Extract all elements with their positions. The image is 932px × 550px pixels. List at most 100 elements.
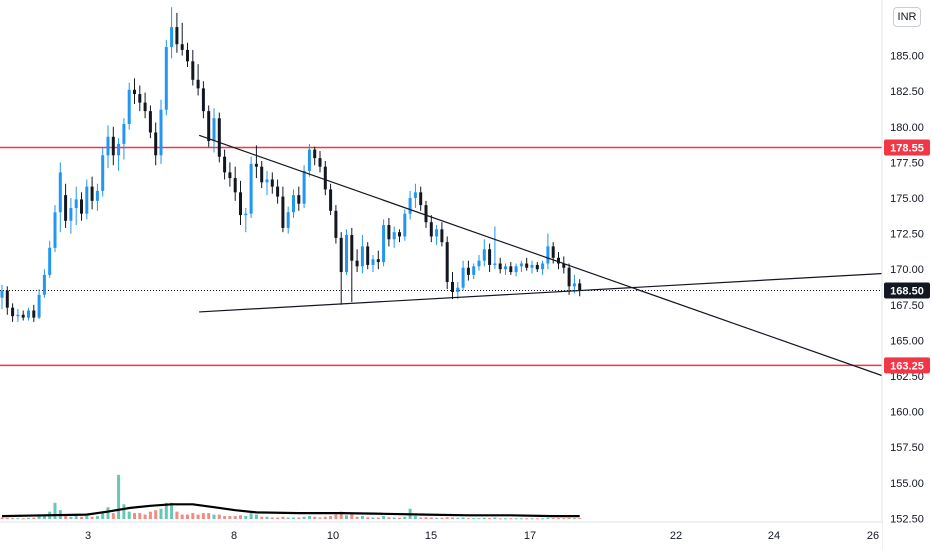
volume-bar [138, 513, 142, 519]
candle-body [212, 118, 216, 142]
candle-body [541, 263, 545, 270]
candle-body [270, 179, 274, 187]
candle-body [27, 310, 30, 318]
volume-bar [578, 518, 582, 520]
candle-body [477, 260, 481, 267]
volume-bar [297, 517, 301, 519]
volume-bar [154, 510, 158, 519]
volume-bar [265, 516, 269, 519]
volume-bar [106, 507, 110, 519]
volume-bar [69, 516, 73, 519]
x-tick-label: 24 [768, 530, 780, 542]
volume-bar [254, 514, 258, 519]
volume-bar [148, 511, 152, 519]
volume-bar [488, 518, 492, 520]
volume-bar [37, 516, 41, 519]
volume-bar [477, 518, 481, 520]
candle-body [562, 263, 566, 268]
volume-bar [164, 502, 168, 519]
y-tick-label: 165.00 [890, 335, 924, 347]
candle-body [281, 196, 285, 228]
trendline[interactable] [198, 134, 884, 377]
volume-bar [562, 518, 566, 520]
candle-body [334, 210, 338, 238]
volume-bar [80, 516, 83, 519]
candle-body [101, 155, 105, 191]
x-tick-label: 3 [85, 530, 91, 542]
candle-body [111, 136, 115, 156]
price-axis[interactable] [882, 0, 932, 550]
price-level-badge [884, 139, 930, 156]
candle-body [37, 294, 41, 318]
candle-body [488, 249, 492, 265]
volume-bar [101, 513, 105, 519]
volume-bar [90, 516, 94, 519]
candle-body [472, 266, 476, 275]
volume-bar [535, 518, 539, 520]
volume-bar [509, 518, 513, 520]
candle-body [366, 246, 370, 265]
candle-body [504, 266, 507, 270]
candle-body [95, 190, 99, 201]
candle-body [122, 123, 126, 144]
candle-body [138, 94, 142, 103]
candle-body [80, 199, 83, 214]
volume-bar [551, 518, 555, 520]
candle-body [85, 186, 89, 214]
candle-body [387, 225, 391, 240]
y-tick-label: 155.00 [890, 478, 924, 490]
trendline[interactable] [199, 272, 884, 313]
volume-bar [318, 517, 322, 519]
candle-body [440, 229, 444, 243]
x-tick-label: 22 [670, 530, 682, 542]
candle-body [557, 257, 560, 264]
volume-bar [191, 513, 195, 519]
volume-bar [334, 514, 338, 519]
candle-body [323, 166, 327, 190]
candle-body [482, 249, 486, 261]
volume-bar [95, 516, 99, 519]
candle-body [164, 47, 168, 110]
currency-chip[interactable]: INR [893, 7, 921, 27]
volume-bar [382, 516, 386, 519]
candle-body [307, 149, 311, 171]
candle-body [424, 205, 428, 223]
candle-body [133, 89, 136, 95]
y-tick-label: 182.50 [890, 86, 924, 98]
volume-bar [159, 508, 163, 519]
volume-bar [74, 516, 78, 519]
volume-bar [53, 502, 57, 519]
volume-bar [376, 517, 380, 519]
y-tick-label: 162.50 [890, 371, 924, 383]
volume-bar [403, 516, 407, 519]
volume-bar [419, 517, 423, 519]
y-tick-label: 175.00 [890, 193, 924, 205]
y-tick-label: 160.00 [890, 407, 924, 419]
volume-bar [440, 517, 444, 519]
candle-body [519, 263, 523, 267]
volume-bar [541, 518, 545, 520]
candle-body [451, 282, 454, 292]
time-axis[interactable] [0, 522, 882, 550]
volume-bar [11, 518, 15, 520]
candle-body [318, 158, 322, 167]
candles [0, 7, 582, 322]
volume-bar [276, 517, 280, 519]
candle-body [286, 212, 290, 228]
volume-bar [180, 514, 184, 519]
candle-body [217, 118, 221, 157]
volume-bar [392, 517, 396, 519]
candle-body [16, 314, 20, 317]
candle-body [413, 192, 417, 198]
volume-bar [424, 517, 428, 519]
candle-body [292, 195, 295, 213]
volume-bar [451, 517, 454, 519]
volume-bar [339, 511, 343, 519]
candle-body [345, 235, 348, 273]
volume-bar [201, 513, 205, 519]
candle-body [313, 149, 317, 159]
volume-bar [175, 511, 179, 519]
candle-body [69, 207, 73, 221]
